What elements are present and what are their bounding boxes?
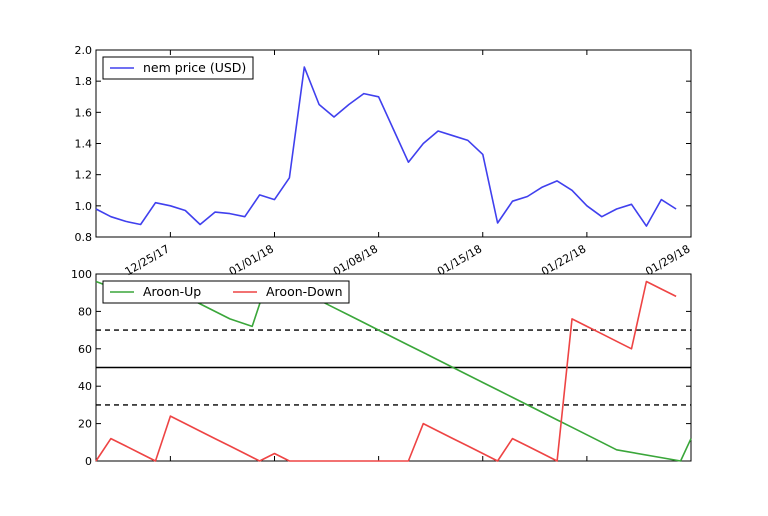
aroon-y-ticks: 0 20 40 60 80 100 <box>71 268 692 468</box>
aroon-chart: 0 20 40 60 80 100 Aroon-Up Aroon-Down <box>71 268 692 468</box>
aroon-legend: Aroon-Up Aroon-Down <box>102 280 350 304</box>
price-x-tick-label: 01/15/18 <box>435 242 484 278</box>
price-x-tick-label: 12/25/17 <box>123 242 172 278</box>
aroon-y-tick-label: 20 <box>78 418 92 431</box>
price-y-tick-label: 0.8 <box>75 231 93 244</box>
price-series-line <box>95 66 677 227</box>
aroon-legend-box <box>102 280 350 304</box>
price-chart: 0.8 1.0 1.2 1.4 1.6 1.8 2.0 12/25/17 01/01/18 01… <box>75 44 693 278</box>
price-y-tick-label: 2.0 <box>75 44 93 57</box>
price-x-tick-label: 01/08/18 <box>331 242 380 278</box>
aroon-y-tick-label: 100 <box>71 268 92 281</box>
aroon-y-tick-label: 40 <box>78 380 92 393</box>
price-y-tick-label: 1.0 <box>75 200 93 213</box>
price-y-tick-label: 1.2 <box>75 169 93 182</box>
price-x-ticks: 12/25/17 01/01/18 01/08/18 01/15/18 01/22/18… <box>123 50 693 278</box>
aroon-reference-lines <box>96 329 691 406</box>
price-x-tick-label: 01/29/18 <box>643 242 692 278</box>
aroon-y-tick-label: 60 <box>78 343 92 356</box>
price-y-ticks: 0.8 1.0 1.2 1.4 1.6 1.8 2.0 <box>75 44 691 244</box>
price-x-tick-label: 01/01/18 <box>227 242 276 278</box>
aroon-down-line <box>95 280 677 462</box>
aroon-y-tick-label: 0 <box>85 455 92 468</box>
price-legend-label: nem price (USD) <box>143 60 246 75</box>
price-x-tick-label: 01/22/18 <box>539 242 588 278</box>
price-series <box>95 66 677 227</box>
aroon-y-tick-label: 80 <box>78 305 92 318</box>
price-y-tick-label: 1.4 <box>75 138 93 151</box>
aroon-series <box>95 280 692 462</box>
aroon-up-legend-label: Aroon-Up <box>143 284 201 299</box>
aroon-down-legend-label: Aroon-Down <box>266 284 343 299</box>
price-y-tick-label: 1.8 <box>75 75 93 88</box>
aroon-up-line <box>95 280 692 462</box>
price-y-tick-label: 1.6 <box>75 106 93 119</box>
price-legend: nem price (USD) <box>102 56 254 80</box>
price-legend-box <box>102 56 254 80</box>
